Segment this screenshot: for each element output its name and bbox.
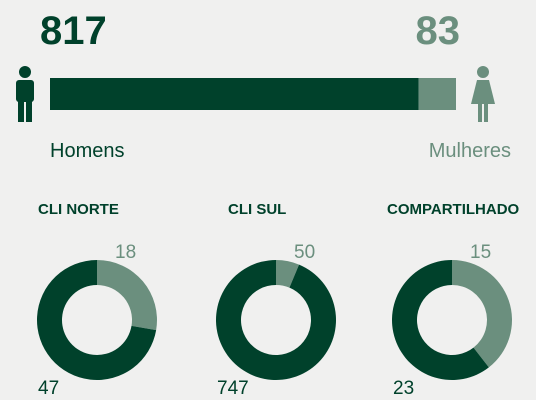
pie-title: COMPARTILHADO <box>387 201 520 218</box>
value-label: 817 <box>40 9 107 53</box>
donut-segment <box>215 260 336 381</box>
value-label: 23 <box>393 378 414 399</box>
donut-segment <box>276 260 300 288</box>
value-label: 747 <box>217 378 249 399</box>
donut-segment <box>392 260 489 380</box>
bar-segment <box>50 78 419 110</box>
value-label: 50 <box>294 242 315 263</box>
pie-title: CLI NORTE <box>38 201 119 218</box>
pie-title: CLI SUL <box>228 201 286 218</box>
donut-segment <box>452 260 513 368</box>
donut-segment <box>37 260 157 380</box>
donut-segment <box>97 260 157 331</box>
category-label: Mulheres <box>429 140 511 162</box>
value-label: 47 <box>38 378 59 399</box>
bar-segment <box>418 78 456 110</box>
value-label: 15 <box>470 242 491 263</box>
female-icon <box>471 66 495 122</box>
value-label: 83 <box>416 9 461 53</box>
value-label: 18 <box>115 242 136 263</box>
male-icon <box>16 66 34 122</box>
category-label: Homens <box>50 140 124 162</box>
